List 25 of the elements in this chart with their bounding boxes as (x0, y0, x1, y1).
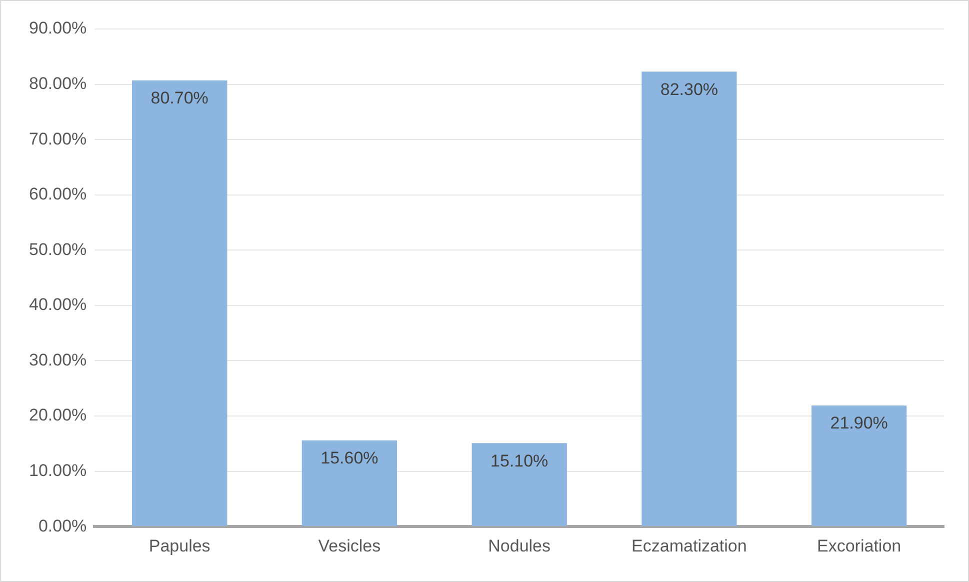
data-label: 82.30% (660, 80, 718, 99)
x-tick-label: Excoriation (817, 536, 902, 556)
x-tick-label: Vesicles (318, 536, 381, 556)
data-label: 80.70% (150, 88, 208, 108)
y-tick-label: 50.00% (28, 240, 87, 259)
bar (472, 443, 567, 526)
y-tick-label: 20.00% (28, 406, 87, 425)
x-tick-label: Eczamatization (632, 536, 747, 556)
data-label: 21.90% (830, 414, 888, 433)
y-tick-label: 60.00% (28, 184, 87, 204)
x-tick-label: Papules (148, 536, 210, 556)
bar (812, 406, 907, 526)
y-tick-label: 10.00% (28, 461, 87, 480)
y-tick-label: 40.00% (28, 295, 87, 314)
data-label: 15.60% (320, 448, 378, 468)
y-tick-label: 0.00% (38, 516, 87, 536)
data-label: 15.10% (490, 451, 548, 470)
y-tick-label: 80.00% (28, 74, 87, 93)
bar (302, 440, 398, 526)
y-tick-label: 90.00% (28, 18, 87, 38)
x-tick-label: Nodules (488, 536, 551, 556)
y-tick-label: 30.00% (28, 350, 87, 370)
bar (642, 72, 737, 526)
bar (132, 80, 228, 526)
y-tick-label: 70.00% (28, 129, 87, 148)
